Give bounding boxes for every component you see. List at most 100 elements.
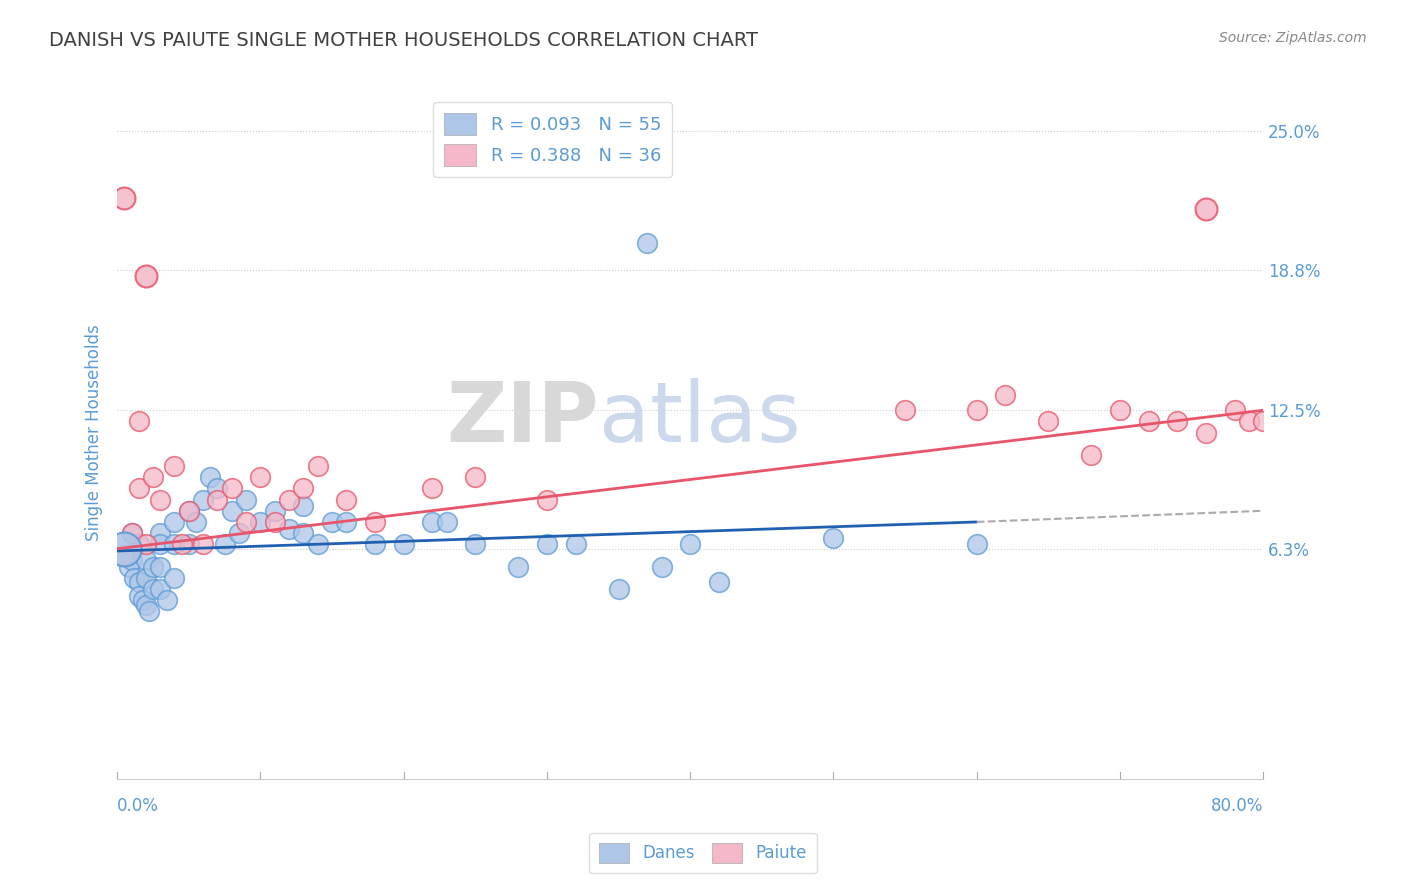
Y-axis label: Single Mother Households: Single Mother Households <box>86 324 103 541</box>
Point <box>163 515 186 529</box>
Point <box>894 403 917 417</box>
Point <box>536 492 558 507</box>
Point <box>184 515 207 529</box>
Point <box>191 537 214 551</box>
Point <box>651 559 673 574</box>
Point <box>149 559 172 574</box>
Point <box>1166 414 1188 428</box>
Point <box>263 504 285 518</box>
Point <box>966 403 988 417</box>
Point <box>128 575 150 590</box>
Point <box>1195 425 1218 440</box>
Point <box>149 582 172 596</box>
Point <box>135 537 157 551</box>
Point <box>221 504 243 518</box>
Point <box>135 269 157 284</box>
Point <box>121 526 143 541</box>
Point <box>138 604 160 618</box>
Point <box>263 515 285 529</box>
Text: Source: ZipAtlas.com: Source: ZipAtlas.com <box>1219 31 1367 45</box>
Point <box>177 504 200 518</box>
Point <box>142 582 165 596</box>
Point <box>1251 414 1274 428</box>
Text: 80.0%: 80.0% <box>1211 797 1263 814</box>
Point <box>392 537 415 551</box>
Point <box>1038 414 1060 428</box>
Point <box>214 537 236 551</box>
Point <box>156 593 179 607</box>
Point <box>149 537 172 551</box>
Text: 0.0%: 0.0% <box>117 797 159 814</box>
Point <box>112 549 135 563</box>
Point <box>464 470 486 484</box>
Point <box>436 515 458 529</box>
Point <box>135 598 157 612</box>
Point <box>278 522 301 536</box>
Point <box>200 470 222 484</box>
Point <box>124 571 146 585</box>
Point <box>335 492 357 507</box>
Point <box>207 482 229 496</box>
Point <box>422 482 444 496</box>
Legend: R = 0.093   N = 55, R = 0.388   N = 36: R = 0.093 N = 55, R = 0.388 N = 36 <box>433 103 672 178</box>
Point <box>464 537 486 551</box>
Text: atlas: atlas <box>599 378 800 459</box>
Point <box>823 531 845 545</box>
Point <box>278 492 301 507</box>
Point <box>118 559 141 574</box>
Point <box>112 549 135 563</box>
Point <box>422 515 444 529</box>
Point <box>128 589 150 603</box>
Point <box>112 191 135 205</box>
Point <box>228 526 250 541</box>
Point <box>177 537 200 551</box>
Point <box>163 537 186 551</box>
Point <box>249 470 271 484</box>
Point <box>142 559 165 574</box>
Point <box>207 492 229 507</box>
Point <box>321 515 343 529</box>
Point <box>128 537 150 551</box>
Point <box>149 526 172 541</box>
Point <box>135 571 157 585</box>
Point <box>508 559 530 574</box>
Point <box>966 537 988 551</box>
Point <box>292 482 315 496</box>
Point <box>1223 403 1246 417</box>
Point <box>1237 414 1260 428</box>
Point <box>163 571 186 585</box>
Point <box>121 553 143 567</box>
Point <box>679 537 702 551</box>
Point <box>1137 414 1160 428</box>
Point <box>191 492 214 507</box>
Point <box>364 515 387 529</box>
Point <box>636 235 658 250</box>
Point <box>235 492 257 507</box>
Point <box>307 459 329 474</box>
Point <box>292 500 315 514</box>
Point <box>564 537 586 551</box>
Point <box>149 492 172 507</box>
Legend: Danes, Paiute: Danes, Paiute <box>589 832 817 873</box>
Point <box>364 537 387 551</box>
Point <box>307 537 329 551</box>
Point <box>112 541 135 556</box>
Point <box>170 537 193 551</box>
Point <box>536 537 558 551</box>
Point <box>1080 448 1102 462</box>
Point <box>128 414 150 428</box>
Text: ZIP: ZIP <box>446 378 599 459</box>
Text: DANISH VS PAIUTE SINGLE MOTHER HOUSEHOLDS CORRELATION CHART: DANISH VS PAIUTE SINGLE MOTHER HOUSEHOLD… <box>49 31 758 50</box>
Point <box>994 387 1017 401</box>
Point <box>249 515 271 529</box>
Point <box>235 515 257 529</box>
Point <box>292 526 315 541</box>
Point <box>221 482 243 496</box>
Point <box>128 482 150 496</box>
Point <box>707 575 730 590</box>
Point <box>1195 202 1218 217</box>
Point <box>121 526 143 541</box>
Point <box>163 459 186 474</box>
Point <box>1109 403 1132 417</box>
Point <box>335 515 357 529</box>
